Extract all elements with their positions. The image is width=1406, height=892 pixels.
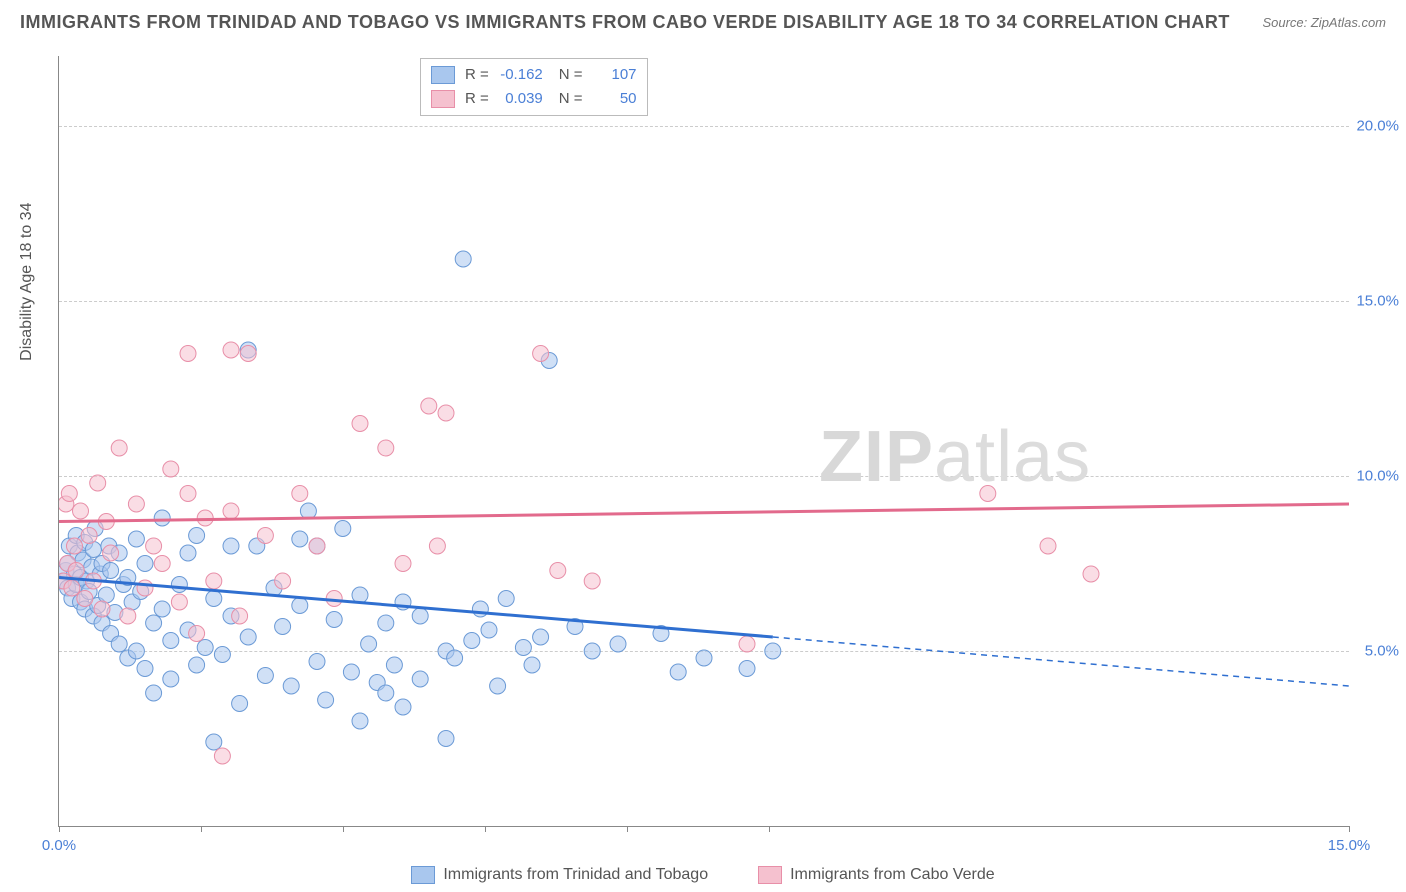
y-axis-label: Disability Age 18 to 34 (18, 203, 36, 361)
swatch-series-1 (431, 66, 455, 84)
n-value-2: 50 (589, 87, 637, 111)
x-tick-label: 0.0% (42, 837, 76, 854)
legend-row-series-1: R = -0.162 N = 107 (431, 63, 637, 87)
y-tick-label: 5.0% (1354, 643, 1399, 660)
y-tick-label: 15.0% (1354, 293, 1399, 310)
legend-label-1: Immigrants from Trinidad and Tobago (443, 866, 708, 884)
scatter-svg (59, 56, 1349, 826)
x-tick-label: 15.0% (1328, 837, 1371, 854)
legend-item-1: Immigrants from Trinidad and Tobago (411, 866, 708, 884)
chart-plot-area: ZIPatlas 5.0%10.0%15.0%20.0%0.0%15.0% (58, 56, 1349, 827)
correlation-legend: R = -0.162 N = 107 R = 0.039 N = 50 (420, 58, 648, 116)
series-legend: Immigrants from Trinidad and Tobago Immi… (0, 866, 1406, 884)
n-value-1: 107 (589, 63, 637, 87)
legend-row-series-2: R = 0.039 N = 50 (431, 87, 637, 111)
source-label: Source: ZipAtlas.com (1262, 15, 1386, 30)
r-value-2: 0.039 (495, 87, 543, 111)
legend-item-2: Immigrants from Cabo Verde (758, 866, 995, 884)
legend-label-2: Immigrants from Cabo Verde (790, 866, 995, 884)
swatch-bottom-1 (411, 866, 435, 884)
chart-title: IMMIGRANTS FROM TRINIDAD AND TOBAGO VS I… (20, 12, 1230, 33)
y-tick-label: 10.0% (1354, 468, 1399, 485)
y-tick-label: 20.0% (1354, 118, 1399, 135)
swatch-bottom-2 (758, 866, 782, 884)
swatch-series-2 (431, 90, 455, 108)
r-value-1: -0.162 (495, 63, 543, 87)
